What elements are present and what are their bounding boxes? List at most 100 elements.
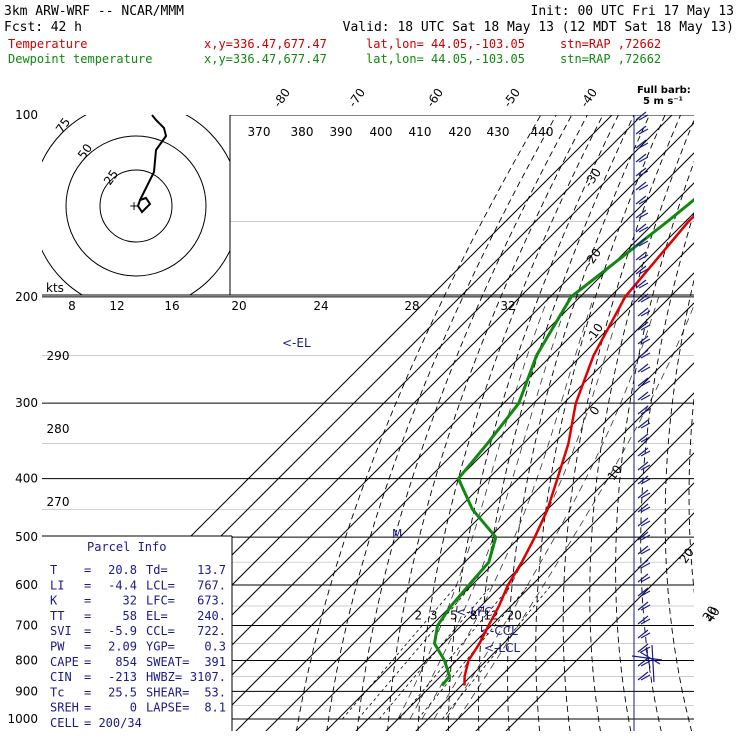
theta-e-label: 420	[449, 125, 472, 139]
parcel-label: CAPE	[50, 655, 79, 669]
wind-barb-shaft	[651, 644, 655, 683]
pressure-tick-label: 700	[15, 618, 38, 632]
wind-barb	[637, 335, 651, 345]
parcel-value: = 200/34	[84, 716, 142, 730]
parcel-label: CCL=	[146, 624, 175, 638]
parcel-label: LI	[50, 578, 64, 592]
hodograph-center-marker: +	[129, 199, 139, 213]
theta-e-label: 380	[291, 125, 314, 139]
dry-adiabat-line	[447, 115, 619, 731]
parcel-label: Td=	[146, 563, 168, 577]
moist-adiabat-line	[433, 296, 624, 720]
dry-adiabat-line	[615, 160, 694, 731]
profile-annotation: <-EL	[282, 336, 311, 350]
wind-barb	[637, 293, 651, 303]
profile-annotation: <-CCL	[480, 624, 518, 638]
temperature-xy: x,y=336.47,677.47	[204, 37, 327, 51]
parcel-value: 673.	[197, 594, 226, 608]
mixing-ratio-label: 5	[450, 608, 458, 622]
dry-adiabat-line	[295, 115, 542, 731]
parcel-value: -4.4	[108, 578, 137, 592]
wind-barb	[635, 251, 649, 261]
dry-adiabat-line	[417, 115, 604, 731]
skew-temp-label: -40	[577, 86, 600, 110]
wind-barb	[637, 461, 651, 471]
dewpoint-profile-line	[432, 197, 694, 687]
dry-adiabat-line	[735, 87, 740, 731]
parcel-label: CIN	[50, 670, 72, 684]
dry-adiabat-line	[562, 115, 681, 731]
theta-e-label: 400	[370, 125, 393, 139]
wind-barb	[637, 573, 651, 583]
wind-barb	[635, 167, 649, 177]
parcel-value: 53.	[204, 685, 226, 699]
dry-adiabat-line	[640, 211, 694, 731]
wind-barb	[635, 237, 649, 247]
wind-barb	[637, 447, 651, 457]
pressure-tick-label: 1000	[7, 712, 38, 726]
hodograph-units: kts	[46, 281, 64, 295]
theta-e-label: 410	[409, 125, 432, 139]
dry-adiabat-line	[712, 87, 740, 731]
theta-label: 270	[47, 495, 70, 509]
valid-time: Valid: 18 UTC Sat 18 May 13 (12 MDT Sat …	[343, 20, 734, 35]
pressure-tick-label: 300	[15, 396, 38, 410]
moist-adiabat-line	[409, 296, 570, 720]
theta-e-label: 390	[330, 125, 353, 139]
wind-barb	[637, 545, 651, 555]
mixing-ratio-line	[357, 584, 473, 720]
pressure-tick-label: 500	[15, 530, 38, 544]
wind-barb	[637, 475, 651, 485]
mixing-ratio-label: 8	[470, 608, 478, 622]
isotherm-line	[295, 332, 694, 731]
parcel-equals: =	[84, 609, 91, 623]
wind-barb	[637, 363, 651, 373]
dry-adiabat-line	[326, 115, 557, 731]
skew-temp-label: -80	[270, 86, 293, 110]
profile-annotation: <-LCL	[484, 641, 520, 655]
parcel-equals: =	[84, 624, 91, 638]
speed-tick-label: 8	[68, 299, 76, 313]
wind-barb	[637, 517, 651, 527]
theta-e-label: 430	[487, 125, 510, 139]
parcel-label: K	[50, 594, 58, 608]
parcel-label: TT	[50, 609, 64, 623]
isotherm-line	[505, 542, 694, 731]
isotherm-line	[415, 452, 694, 731]
parcel-value: 240.	[197, 609, 226, 623]
hodograph-trace	[136, 114, 168, 214]
parcel-value: 8.1	[204, 701, 226, 715]
wind-barb	[635, 195, 649, 205]
parcel-value: 58	[123, 609, 137, 623]
parcel-label: CELL	[50, 716, 79, 730]
mixing-ratio-line	[378, 584, 493, 720]
parcel-info-panel	[42, 536, 232, 731]
speed-tick-label: 24	[313, 299, 328, 313]
theta-label: 290	[47, 349, 70, 363]
isotherm-line	[145, 182, 694, 731]
parcel-equals: =	[84, 563, 91, 577]
wind-barb	[637, 405, 651, 415]
wind-barb	[637, 307, 651, 317]
speed-tick-label: 32	[500, 299, 515, 313]
parcel-equals: =	[84, 701, 91, 715]
barb-legend-line2: 5 m s⁻¹	[643, 96, 683, 107]
profile-annotation: <-LFC	[456, 605, 492, 619]
wind-barb	[637, 377, 651, 387]
parcel-equals: =	[84, 594, 91, 608]
parcel-value: 20.8	[108, 563, 137, 577]
speed-tick-label: 12	[109, 299, 124, 313]
fcst-value: 42 h	[51, 20, 82, 35]
parcel-label: YGP=	[146, 640, 175, 654]
dewpoint-stn: stn=RAP ,72662	[560, 52, 661, 66]
wind-barb	[635, 139, 649, 149]
parcel-label: HWBZ=	[146, 670, 182, 684]
parcel-value: 0.3	[204, 640, 226, 654]
isotherm-line	[265, 302, 694, 731]
pressure-tick-label: 800	[15, 653, 38, 667]
init-time: Init: 00 UTC Fri 17 May 13	[531, 4, 735, 19]
speed-tick-label: 28	[404, 299, 419, 313]
isotherm-line	[175, 212, 694, 731]
fcst-label: Fcst:	[4, 20, 43, 35]
